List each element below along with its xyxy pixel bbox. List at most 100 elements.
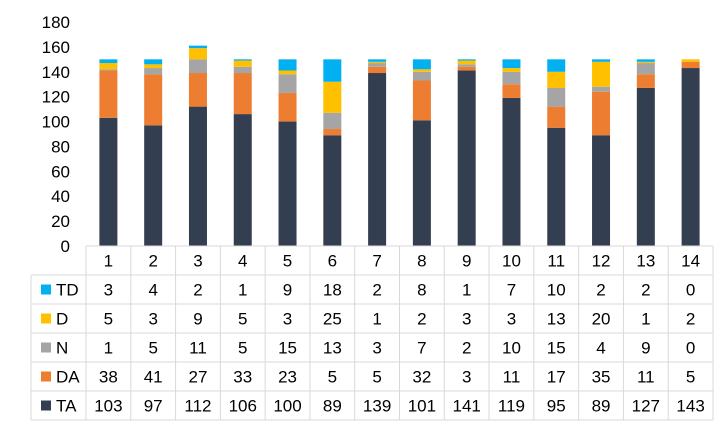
data-label-d: 13 <box>547 310 566 329</box>
data-label-n: 9 <box>641 339 650 358</box>
bar-segment-ta-4 <box>233 114 252 246</box>
bar-segment-n-5 <box>278 74 297 93</box>
data-label-ta: 89 <box>592 397 611 416</box>
bar-segment-da-2 <box>144 74 163 126</box>
data-label-n: 11 <box>189 339 207 358</box>
bar-segment-d-9 <box>457 60 476 65</box>
data-label-n: 15 <box>278 339 297 358</box>
x-category-label: 9 <box>462 252 471 271</box>
data-label-ta: 89 <box>323 397 342 416</box>
x-category-label: 14 <box>681 252 700 271</box>
bar-segment-n-9 <box>457 64 476 67</box>
y-tick-label: 20 <box>51 212 70 231</box>
bar-segment-d-8 <box>412 69 431 72</box>
bar-segment-da-8 <box>412 80 431 121</box>
data-label-ta: 97 <box>144 397 163 416</box>
y-tick-label: 0 <box>61 237 70 256</box>
bar-segment-ta-13 <box>636 87 655 246</box>
y-tick-label: 40 <box>51 187 70 206</box>
data-label-da: 35 <box>592 368 611 387</box>
legend-swatch-n <box>41 342 51 353</box>
data-label-d: 2 <box>417 310 426 329</box>
bar-segment-ta-1 <box>99 117 118 246</box>
bar-segment-da-5 <box>278 92 297 122</box>
bar-segment-td-4 <box>233 59 252 61</box>
data-label-da: 17 <box>547 368 566 387</box>
data-label-td: 2 <box>372 281 381 300</box>
data-label-d: 3 <box>283 310 292 329</box>
bar-segment-da-4 <box>233 73 252 115</box>
y-tick-label: 60 <box>51 162 70 181</box>
data-label-n: 5 <box>148 339 157 358</box>
bar-segment-da-6 <box>323 129 342 136</box>
data-label-da: 38 <box>99 368 118 387</box>
bar-segment-d-6 <box>323 81 342 113</box>
y-tick-label: 80 <box>51 137 70 156</box>
bar-segment-td-1 <box>99 59 118 64</box>
data-label-d: 25 <box>323 310 342 329</box>
data-label-ta: 112 <box>184 397 211 416</box>
data-label-da: 3 <box>462 368 471 387</box>
x-category-label: 1 <box>104 252 113 271</box>
data-label-d: 1 <box>372 310 381 329</box>
bar-segment-d-3 <box>188 48 207 60</box>
x-category-label: 8 <box>417 252 426 271</box>
legend-swatch-da <box>41 371 51 382</box>
data-label-td: 18 <box>323 281 342 300</box>
bar-segment-da-10 <box>502 84 521 98</box>
data-label-d: 5 <box>238 310 247 329</box>
data-label-n: 1 <box>104 339 113 358</box>
y-tick-label: 120 <box>42 88 70 107</box>
data-label-ta: 141 <box>452 397 480 416</box>
data-label-da: 11 <box>637 368 655 387</box>
x-category-label: 13 <box>636 252 655 271</box>
bar-segment-da-12 <box>592 91 611 136</box>
data-label-d: 9 <box>193 310 202 329</box>
data-label-n: 3 <box>372 339 381 358</box>
data-label-da: 27 <box>189 368 208 387</box>
bar-segment-d-12 <box>592 61 611 87</box>
x-category-label: 5 <box>283 252 292 271</box>
data-label-n: 2 <box>462 339 471 358</box>
x-category-label: 2 <box>148 252 157 271</box>
y-tick-label: 140 <box>42 63 70 82</box>
bar-segment-n-13 <box>636 63 655 75</box>
data-label-da: 41 <box>144 368 163 387</box>
data-label-ta: 101 <box>408 397 436 416</box>
data-label-da: 32 <box>412 368 431 387</box>
bar-segment-td-10 <box>502 59 521 69</box>
bar-segment-td-11 <box>547 59 566 72</box>
bar-segment-n-10 <box>502 71 521 85</box>
bar-segment-da-9 <box>457 66 476 71</box>
bar-segment-n-7 <box>368 63 387 67</box>
bar-segment-n-6 <box>323 112 342 130</box>
data-label-td: 2 <box>596 281 605 300</box>
legend-label-da: DA <box>56 368 80 387</box>
data-label-d: 2 <box>686 310 695 329</box>
data-label-da: 11 <box>503 368 521 387</box>
bar-segment-da-14 <box>681 61 700 69</box>
bar-segment-n-12 <box>592 86 611 92</box>
data-label-d: 3 <box>148 310 157 329</box>
bar-segment-ta-2 <box>144 125 163 246</box>
data-label-d: 20 <box>592 310 611 329</box>
bar-segment-n-4 <box>233 66 252 74</box>
data-label-td: 1 <box>462 281 471 300</box>
bar-segment-td-3 <box>188 45 207 49</box>
data-label-da: 5 <box>328 368 337 387</box>
bar-segment-ta-10 <box>502 97 521 247</box>
data-label-n: 7 <box>417 339 426 358</box>
bar-segment-d-14 <box>681 59 700 62</box>
bar-segment-td-9 <box>457 59 476 61</box>
x-category-label: 4 <box>238 252 247 271</box>
bar-segment-da-13 <box>636 74 655 88</box>
data-label-td: 1 <box>238 281 247 300</box>
data-label-td: 9 <box>283 281 292 300</box>
data-label-n: 10 <box>502 339 521 358</box>
bar-segment-ta-5 <box>278 121 297 246</box>
y-tick-label: 160 <box>42 38 70 57</box>
bar-segment-td-7 <box>368 59 387 62</box>
data-label-n: 5 <box>238 339 247 358</box>
bar-segment-td-5 <box>278 59 297 71</box>
